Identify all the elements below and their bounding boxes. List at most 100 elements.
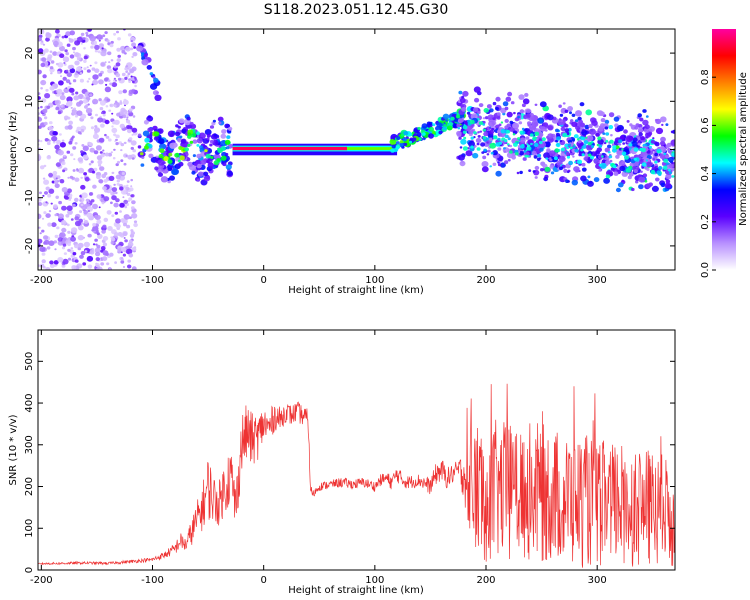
spectral-blob — [598, 168, 602, 172]
spectral-blob — [558, 155, 566, 162]
spectral-blob — [203, 171, 209, 176]
spectral-blob — [77, 157, 84, 163]
spectral-blob — [581, 162, 586, 167]
spectral-blob — [169, 142, 177, 149]
x-tick-label: 100 — [365, 275, 384, 286]
spectral-blob — [141, 156, 145, 159]
spectral-blob — [69, 30, 76, 36]
spectral-blob — [442, 113, 450, 120]
spectral-blob — [117, 249, 120, 252]
y-tick-label: 0 — [24, 146, 35, 152]
spectral-blob — [73, 107, 76, 111]
spectral-blob — [167, 130, 175, 138]
spectral-blob — [458, 136, 462, 140]
spectral-blob — [158, 154, 164, 159]
spectral-blob — [533, 155, 538, 159]
spectral-blob — [93, 127, 101, 133]
spectral-blob — [644, 124, 650, 130]
spectral-blob — [495, 96, 501, 102]
spectral-blob — [93, 150, 99, 155]
spectral-blob — [612, 164, 617, 169]
colorbar-ticks: 0.0 0.2 0.4 0.6 0.8 — [700, 69, 716, 278]
spectral-blob — [628, 143, 633, 147]
spectral-blob — [500, 128, 506, 134]
spectral-blob — [83, 59, 87, 63]
spectral-blob — [120, 260, 125, 264]
spectral-blob — [72, 46, 76, 51]
spectral-blob — [220, 155, 227, 161]
spectral-blob — [625, 167, 632, 173]
spectral-blob — [537, 153, 542, 158]
spectral-blob — [565, 151, 570, 155]
spectral-blob — [525, 136, 530, 140]
colorbar-tick-label: 0.2 — [700, 214, 711, 230]
spectral-blob — [159, 148, 165, 153]
spectral-blob — [41, 57, 47, 62]
spectral-blob — [462, 90, 469, 97]
spectral-blob — [593, 158, 600, 164]
spectral-blob — [81, 192, 88, 199]
spectral-blob — [95, 145, 102, 151]
spectral-blob — [85, 34, 89, 37]
spectral-blob — [567, 143, 572, 147]
spectral-blob — [559, 140, 563, 143]
spectral-blob — [74, 40, 81, 46]
x-tick-label: 300 — [588, 575, 607, 586]
spectral-blob — [66, 43, 71, 47]
spectral-blob — [572, 155, 575, 158]
spectral-blob — [144, 137, 150, 143]
spectral-blob — [92, 203, 98, 210]
spectral-blob — [632, 137, 638, 142]
spectral-blob — [564, 124, 569, 128]
spectral-blob — [105, 83, 108, 86]
spectral-blob — [492, 101, 497, 106]
spectral-blob — [94, 44, 100, 51]
spectral-blob — [396, 136, 401, 141]
spectral-blob — [96, 194, 102, 199]
spectral-blob — [109, 252, 114, 257]
spectral-blob — [92, 222, 97, 227]
spectral-blob — [497, 161, 500, 164]
spectral-blob — [177, 125, 181, 129]
spectral-blob — [44, 116, 48, 120]
spectral-blob — [89, 192, 93, 196]
spectral-blob — [587, 180, 594, 187]
spectral-blob — [560, 126, 566, 132]
spectral-blob — [90, 199, 95, 203]
spectral-blob — [47, 193, 52, 198]
spectral-blob — [117, 77, 122, 81]
spectral-blob — [72, 169, 76, 172]
spectral-blob — [670, 130, 675, 134]
spectral-blob — [563, 168, 568, 173]
spectral-blob — [519, 170, 523, 175]
spectral-blob — [83, 172, 87, 176]
spectral-blob — [82, 99, 88, 104]
spectral-blob — [507, 158, 511, 162]
spectral-blob — [116, 160, 121, 164]
spectral-blob — [113, 148, 116, 151]
spectral-blob — [41, 98, 47, 103]
spectral-blob — [46, 155, 52, 160]
spectral-blob — [466, 111, 471, 115]
spectral-blob — [463, 136, 467, 140]
spectral-blob — [55, 29, 60, 34]
spectral-blob — [74, 52, 80, 58]
spectral-blob — [120, 189, 127, 195]
spectral-blob — [181, 128, 187, 134]
spectral-blob — [124, 76, 128, 80]
spectral-blob — [48, 210, 52, 213]
spectral-blob — [621, 151, 627, 156]
spectral-blob — [621, 148, 624, 151]
spectral-blob — [459, 160, 466, 167]
spectral-blob — [100, 249, 104, 253]
spectral-blob — [39, 246, 46, 252]
spectral-blob — [460, 138, 467, 145]
spectral-blob — [102, 34, 106, 37]
spectral-blob — [120, 45, 126, 51]
spectrogram-x-axis-label: Height of straight line (km) — [288, 285, 424, 296]
spectral-blob — [67, 100, 73, 106]
spectral-blob — [543, 176, 549, 182]
spectral-blob — [38, 226, 41, 229]
colorbar-label: Normalized spectral amplitude — [738, 72, 749, 226]
spectral-blob — [43, 164, 47, 168]
